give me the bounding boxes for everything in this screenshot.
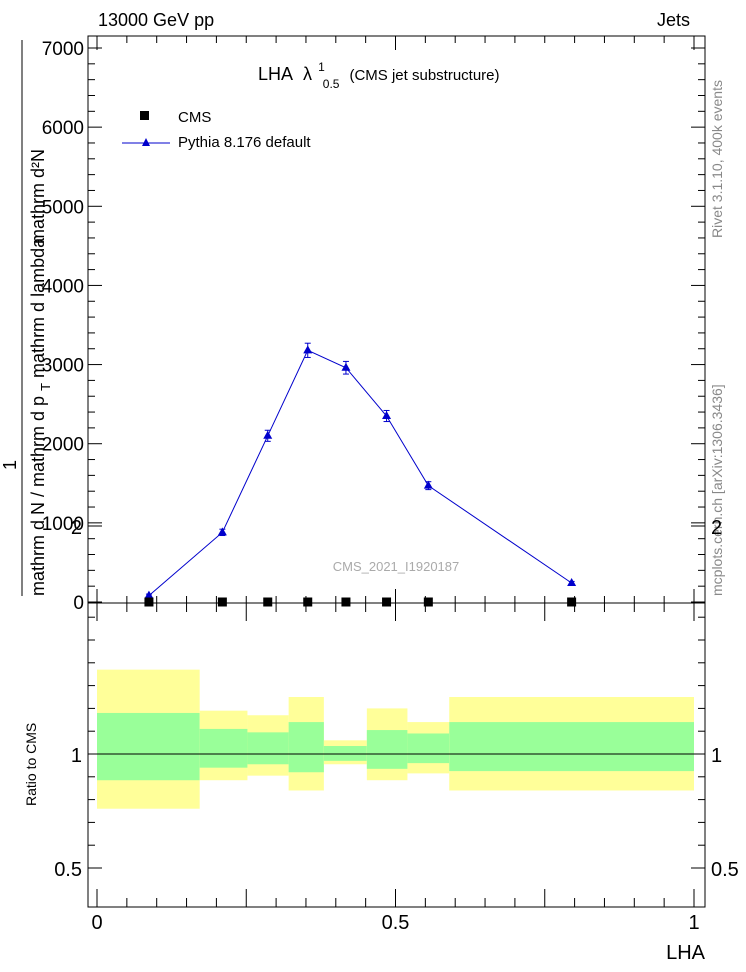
chart-title-superscript: 1	[318, 60, 325, 74]
cms-point	[567, 597, 577, 607]
pythia-series-line	[148, 349, 572, 597]
ratio-ylabel: Ratio to CMS	[23, 723, 39, 806]
ratio-xtick-label: 0.5	[382, 912, 410, 934]
cms-point	[382, 597, 392, 607]
x-axis-label: LHA	[666, 942, 706, 964]
main-ytick-label: 6000	[42, 118, 84, 139]
ylabel-top: mathrm d²N	[28, 149, 48, 244]
ratio-ytick-label: 0.5	[54, 859, 82, 881]
legend-cms-label: CMS	[178, 109, 211, 126]
ratio-yticks: 0.5 0.5 1 1 2 2	[54, 517, 739, 881]
rivet-label: Rivet 3.1.10, 400k events	[709, 80, 725, 238]
main-marks	[144, 342, 577, 607]
header-left-label: 13000 GeV pp	[98, 10, 214, 30]
chart-title-subscript: 0.5	[323, 77, 340, 91]
legend-pythia-label: Pythia 8.176 default	[178, 134, 311, 151]
pythia-point	[423, 480, 433, 489]
ratio-band-inner	[199, 728, 248, 768]
chart-title-suffix: (CMS jet substructure)	[349, 67, 499, 84]
ylabel-bottom-tail: mathrm d lambda	[28, 237, 48, 378]
ratio-bands	[97, 669, 694, 809]
ratio-ytick-label-right: 0.5	[711, 859, 739, 881]
cms-point	[303, 597, 313, 607]
mcplots-label: mcplots.cern.ch [arXiv:1306.3436]	[709, 384, 725, 596]
ylabel-bottom-text: mathrm d N / mathrm d p	[28, 396, 48, 596]
ratio-xtick-label: 1	[688, 912, 699, 934]
ratio-ytick-label: 2	[71, 517, 82, 539]
chart-title: LHA λ 1 0.5 (CMS jet substructure)	[258, 55, 500, 92]
chart-title-symbol: λ	[303, 64, 312, 84]
cms-point	[144, 597, 154, 607]
cms-point	[341, 597, 351, 607]
cms-point	[263, 597, 273, 607]
cms-point	[423, 597, 433, 607]
ratio-band-inner	[366, 730, 408, 769]
ratio-band-inner	[449, 722, 694, 772]
main-ytick-label: 3000	[42, 356, 84, 377]
pythia-point	[144, 590, 154, 599]
analysis-watermark: CMS_2021_I1920187	[333, 559, 460, 574]
ylabel-top-text: mathrm d²N	[28, 149, 48, 244]
ratio-ytick-label-right: 1	[711, 745, 722, 767]
chart-title-text: LHA	[258, 64, 293, 84]
header-right-label: Jets	[657, 10, 690, 30]
legend-pythia-marker	[142, 138, 150, 146]
ratio-ytick-label-right: 2	[711, 517, 722, 539]
main-ytick-label: 5000	[42, 197, 84, 218]
pythia-point	[341, 362, 351, 371]
main-ytick-label: 7000	[42, 39, 84, 60]
ratio-band-inner	[97, 712, 200, 781]
main-ytick-label: 4000	[42, 276, 84, 297]
ylabel-bottom-sub: T	[38, 383, 53, 391]
main-ytick-label: 0	[73, 593, 84, 614]
ratio-frame	[87, 602, 706, 908]
ratio-band-inner	[323, 746, 367, 761]
ratio-xticks: 0 0.5 1	[91, 603, 700, 934]
pythia-point	[303, 345, 313, 354]
main-ytick-label: 2000	[42, 435, 84, 456]
ratio-panel: 0.5 0.51 12 2 0 0.5 1 Ratio to CMS LHA	[23, 517, 739, 964]
ratio-ytick-label: 1	[71, 745, 82, 767]
ratio-band-inner	[288, 722, 324, 773]
pythia-point	[567, 578, 577, 587]
pythia-point	[382, 411, 392, 420]
main-ytick-label: 1000	[42, 514, 84, 535]
legend-cms-marker	[140, 111, 149, 120]
main-yticks: 0 1000 2000 3000 4000 5000 6000 7000	[42, 36, 705, 614]
main-ylabel: 1 mathrm d²N mathrm d N / mathrm d p T m…	[0, 40, 54, 596]
pythia-point	[217, 527, 227, 536]
main-panel: 0 1000 2000 3000 4000 5000 6000 7000 LHA λ 1 0.…	[0, 35, 706, 614]
ylabel-bottom: mathrm d N / mathrm d p T mathrm d lambd…	[28, 237, 54, 596]
ylabel-numerator: 1	[0, 460, 20, 470]
cms-point	[217, 597, 227, 607]
legend: CMS Pythia 8.176 default	[122, 109, 311, 151]
ratio-band-inner	[407, 733, 450, 764]
pythia-point	[263, 430, 273, 439]
ratio-band-inner	[247, 732, 289, 765]
ratio-xtick-label: 0	[91, 912, 102, 934]
